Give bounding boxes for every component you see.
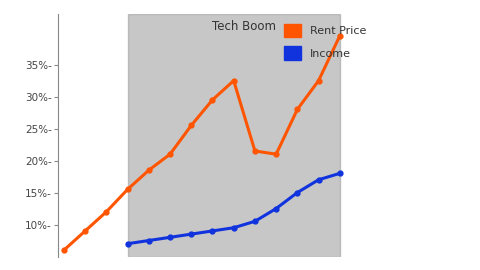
Bar <box>128 14 340 256</box>
Text: Tech Boom: Tech Boom <box>212 20 276 33</box>
Legend: Rent Price, Income: Rent Price, Income <box>284 24 366 60</box>
